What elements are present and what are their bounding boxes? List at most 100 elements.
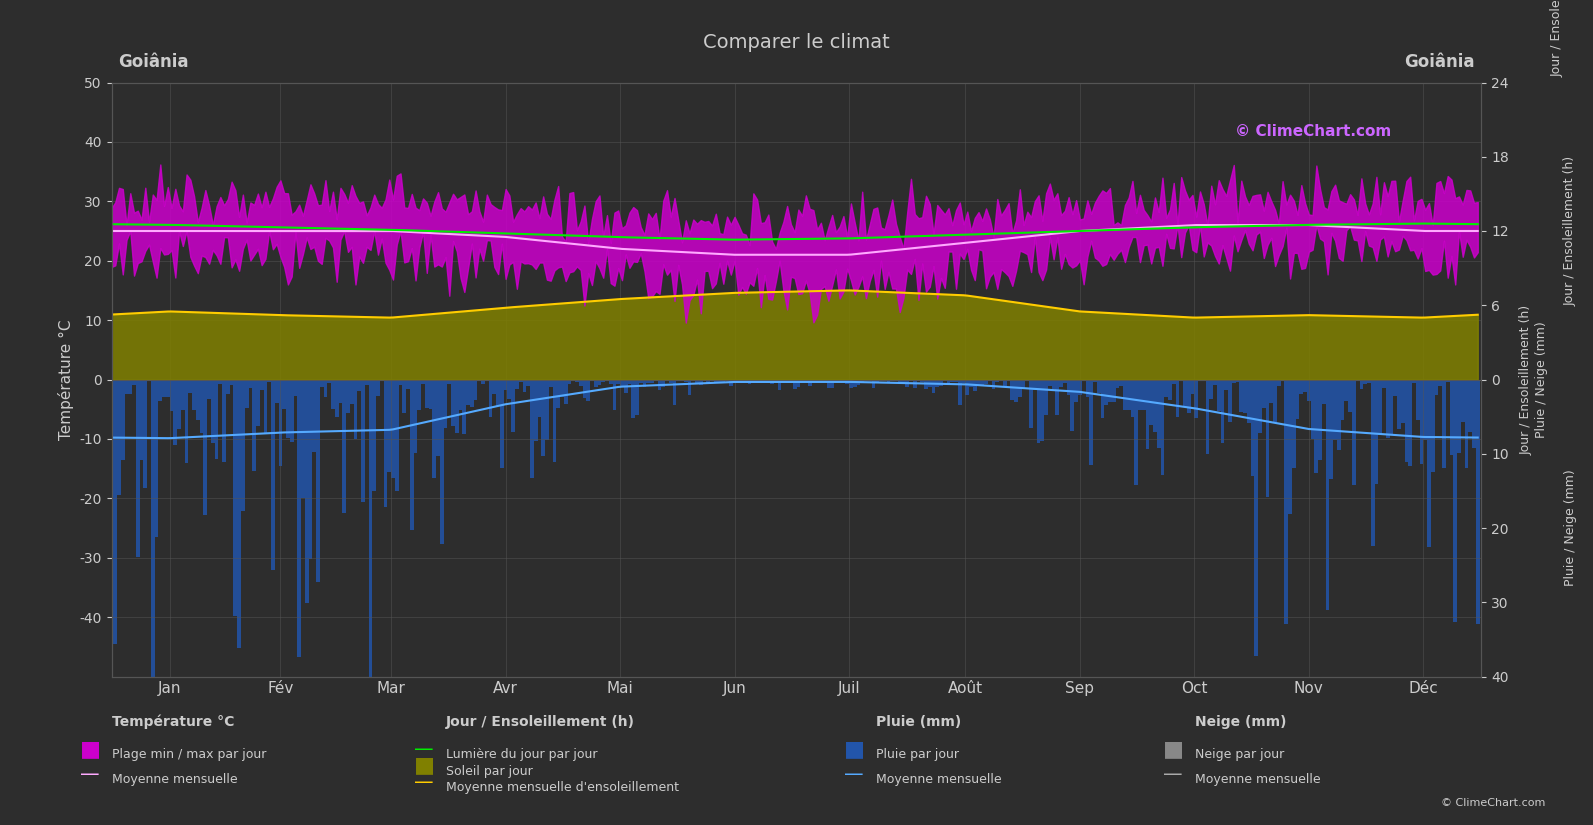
- Bar: [166, 380, 170, 398]
- Bar: [695, 380, 699, 384]
- Bar: [932, 380, 935, 393]
- Bar: [1115, 380, 1120, 388]
- Bar: [583, 380, 586, 398]
- Bar: [699, 380, 703, 384]
- Bar: [414, 380, 417, 453]
- Bar: [497, 380, 500, 406]
- Bar: [1225, 380, 1228, 390]
- Bar: [747, 380, 752, 384]
- Bar: [196, 380, 199, 420]
- Bar: [384, 380, 387, 507]
- Bar: [969, 380, 973, 387]
- Bar: [1239, 380, 1243, 412]
- Bar: [913, 380, 916, 389]
- Bar: [182, 380, 185, 410]
- Bar: [519, 380, 523, 383]
- Bar: [977, 380, 980, 384]
- Bar: [237, 380, 241, 648]
- Bar: [1281, 380, 1284, 381]
- Bar: [774, 380, 777, 381]
- Bar: [1131, 380, 1134, 417]
- Bar: [124, 380, 129, 394]
- Text: Comparer le climat: Comparer le climat: [703, 33, 890, 52]
- Bar: [636, 380, 639, 415]
- Bar: [129, 380, 132, 394]
- Text: © ClimeChart.com: © ClimeChart.com: [1235, 124, 1391, 139]
- Bar: [921, 380, 924, 382]
- Bar: [1112, 380, 1115, 402]
- Bar: [661, 380, 666, 387]
- Bar: [916, 380, 921, 381]
- Bar: [1032, 380, 1037, 390]
- Bar: [432, 380, 436, 478]
- Bar: [1037, 380, 1040, 443]
- Bar: [1206, 380, 1209, 454]
- Text: ■: ■: [414, 756, 435, 776]
- Bar: [1322, 380, 1325, 404]
- Bar: [204, 380, 207, 515]
- Bar: [722, 380, 725, 382]
- Bar: [597, 380, 601, 385]
- Bar: [368, 380, 373, 706]
- Bar: [1386, 380, 1389, 438]
- Bar: [984, 380, 988, 384]
- Bar: [395, 380, 398, 491]
- Bar: [174, 380, 177, 445]
- Text: Pluie / Neige (mm): Pluie / Neige (mm): [1564, 469, 1577, 587]
- Bar: [1325, 380, 1330, 610]
- Bar: [118, 380, 121, 495]
- Bar: [473, 380, 478, 400]
- Bar: [710, 380, 714, 381]
- Bar: [444, 380, 448, 427]
- Bar: [229, 380, 234, 384]
- Bar: [1010, 380, 1015, 400]
- Bar: [1179, 380, 1184, 381]
- Bar: [1400, 380, 1405, 423]
- Text: Jour / Ensoleillement (h): Jour / Ensoleillement (h): [446, 715, 636, 729]
- Bar: [147, 380, 151, 381]
- Text: Jour / Ensoleillement (h): Jour / Ensoleillement (h): [1550, 0, 1563, 77]
- Bar: [639, 380, 642, 383]
- Bar: [1370, 380, 1375, 546]
- Bar: [1458, 380, 1461, 454]
- Bar: [448, 380, 451, 384]
- Bar: [282, 380, 287, 409]
- Bar: [185, 380, 188, 463]
- Bar: [1330, 380, 1333, 479]
- Bar: [669, 380, 672, 383]
- Bar: [1015, 380, 1018, 402]
- Text: —: —: [1163, 765, 1182, 784]
- Bar: [151, 380, 155, 688]
- Bar: [403, 380, 406, 413]
- Bar: [500, 380, 503, 468]
- Bar: [249, 380, 252, 388]
- Bar: [215, 380, 218, 459]
- Bar: [188, 380, 193, 393]
- Bar: [252, 380, 256, 471]
- Bar: [218, 380, 223, 384]
- Bar: [875, 380, 879, 383]
- Bar: [1137, 380, 1142, 410]
- Bar: [1475, 380, 1480, 625]
- Bar: [503, 380, 508, 390]
- Bar: [616, 380, 620, 384]
- Bar: [323, 380, 327, 397]
- Bar: [763, 380, 766, 384]
- Bar: [996, 380, 999, 382]
- Bar: [1270, 380, 1273, 403]
- Bar: [1348, 380, 1352, 412]
- Bar: [1029, 380, 1032, 428]
- Bar: [1236, 380, 1239, 382]
- Bar: [1427, 380, 1431, 547]
- Bar: [924, 380, 927, 389]
- Bar: [162, 380, 166, 397]
- Bar: [830, 380, 835, 388]
- Bar: [331, 380, 335, 409]
- Bar: [1389, 380, 1394, 435]
- Text: Neige par jour: Neige par jour: [1195, 748, 1284, 761]
- Bar: [1217, 380, 1220, 412]
- Bar: [1311, 380, 1314, 439]
- Bar: [816, 380, 819, 382]
- Bar: [1164, 380, 1168, 398]
- Bar: [1367, 380, 1370, 383]
